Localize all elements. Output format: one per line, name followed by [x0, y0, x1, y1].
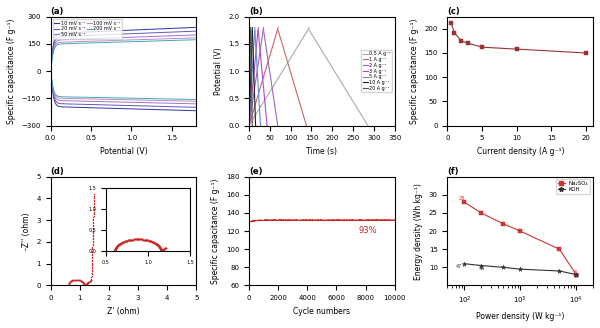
Text: (c): (c)	[448, 7, 460, 16]
Text: 15: 15	[574, 273, 580, 278]
Y-axis label: Potential (V): Potential (V)	[214, 47, 223, 95]
Text: 28: 28	[458, 196, 464, 201]
X-axis label: Time (s): Time (s)	[307, 147, 337, 156]
Text: (e): (e)	[249, 167, 263, 176]
Text: (d): (d)	[50, 167, 64, 176]
X-axis label: Potential (V): Potential (V)	[100, 147, 147, 156]
Text: 46: 46	[479, 266, 485, 271]
Text: 93%: 93%	[358, 226, 377, 235]
Legend: 0.5 A g⁻¹, 1 A g⁻¹, 2 A g⁻¹, 3 A g⁻¹, 5 A g⁻¹, 10 A g⁻¹, 20 A g⁻¹: 0.5 A g⁻¹, 1 A g⁻¹, 2 A g⁻¹, 3 A g⁻¹, 5 …	[361, 50, 392, 92]
X-axis label: Power density (W kg⁻¹): Power density (W kg⁻¹)	[476, 312, 565, 321]
Text: 8: 8	[574, 270, 577, 275]
Legend: Na₂SO₄, KOH: Na₂SO₄, KOH	[556, 179, 590, 194]
Y-axis label: -Z'' (ohm): -Z'' (ohm)	[22, 212, 31, 250]
Text: 47: 47	[455, 264, 462, 269]
Legend: 10 mV s⁻¹, 20 mV s⁻¹, 50 mV s⁻¹, 100 mV s⁻¹, 200 mV s⁻¹: 10 mV s⁻¹, 20 mV s⁻¹, 50 mV s⁻¹, 100 mV …	[53, 19, 122, 38]
X-axis label: Z' (ohm): Z' (ohm)	[107, 307, 140, 316]
Y-axis label: Specific capacitance (F g⁻¹): Specific capacitance (F g⁻¹)	[7, 18, 16, 124]
Text: (f): (f)	[448, 167, 459, 176]
Y-axis label: Specific capacitance (F g⁻¹): Specific capacitance (F g⁻¹)	[410, 18, 419, 124]
Y-axis label: Energy density (Wh kg⁻¹): Energy density (Wh kg⁻¹)	[414, 183, 423, 279]
X-axis label: Current density (A g⁻¹): Current density (A g⁻¹)	[476, 147, 564, 156]
X-axis label: Cycle numbers: Cycle numbers	[293, 307, 350, 316]
Text: (a): (a)	[50, 7, 64, 16]
Y-axis label: Specific capacitance (F g⁻¹): Specific capacitance (F g⁻¹)	[211, 178, 220, 284]
Text: (b): (b)	[249, 7, 263, 16]
